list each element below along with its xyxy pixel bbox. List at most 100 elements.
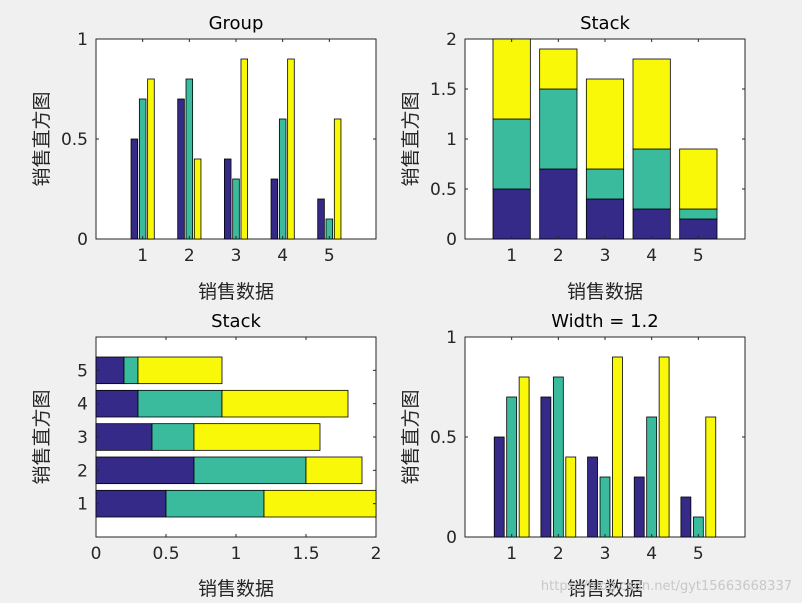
ytick-label-4-2: 0.5 [430, 428, 457, 448]
bar-p2-c4-s2 [632, 148, 671, 210]
bar-p4-c5-s1 [680, 496, 692, 538]
bar-p3-c4-s2 [137, 389, 223, 418]
bar-p2-c4-s1 [632, 208, 671, 240]
ytick-label-1-1: 0 [77, 230, 88, 250]
bar-p1-c3-s2 [232, 178, 240, 240]
xtick-label-1-3: 3 [231, 246, 242, 266]
xtick-label-4-3: 3 [600, 544, 611, 564]
ytick-label-2-2: 0.5 [430, 180, 457, 200]
axes-3: 0 0.5 1 1.5 2 1 2 3 4 5 [77, 336, 382, 564]
ylabel-3: 销售直方图 [31, 389, 53, 484]
xtick-label-1-5: 5 [324, 246, 335, 266]
xtick-label-4-4: 4 [646, 544, 657, 564]
axes-2: 1 2 3 4 5 0 0.5 1 1.5 2 [430, 30, 746, 266]
bar-p4-c1-s2 [506, 396, 518, 538]
xtick-label-2-5: 5 [693, 246, 704, 266]
bar-p1-c1-s1 [130, 138, 139, 240]
bar-p2-c1-s2 [492, 118, 531, 190]
plot-title-3: Stack [211, 311, 261, 332]
axes-1: 1 2 3 4 5 0 0.5 1 [61, 30, 377, 266]
bar-p4-c1-s3 [518, 376, 530, 538]
bar-p1-c2-s2 [185, 78, 194, 240]
plot-title-4: Width = 1.2 [551, 311, 658, 332]
bar-p4-c5-s3 [705, 416, 717, 538]
ytick-label-1-3: 1 [77, 30, 88, 50]
bar-p3-c5-s2 [123, 356, 139, 385]
bar-p3-c1-s2 [165, 489, 265, 518]
bar-p3-c2-s2 [193, 456, 307, 485]
bar-p4-c4-s3 [658, 356, 670, 538]
xtick-label-2-4: 4 [646, 246, 657, 266]
ytick-label-3-3: 3 [77, 428, 88, 448]
xtick-label-2-1: 1 [506, 246, 517, 266]
bar-p1-c4-s3 [287, 58, 295, 240]
bar-p3-c3-s1 [95, 423, 153, 451]
subplot-group: Group 销售数据 销售直方图 [31, 13, 274, 303]
ylabel-4: 销售直方图 [400, 389, 422, 484]
bar-p1-c2-s3 [193, 158, 202, 240]
bar-p2-c2-s1 [539, 168, 578, 240]
bar-p1-c1-s3 [147, 78, 155, 240]
xtick-label-4-5: 5 [693, 544, 704, 564]
bar-p1-c3-s1 [223, 158, 232, 240]
bar-p4-c4-s2 [646, 416, 658, 538]
xtick-label-2-3: 3 [600, 246, 611, 266]
xtick-label-1-2: 2 [184, 246, 195, 266]
ytick-label-3-1: 1 [77, 495, 88, 515]
bar-p4-c4-s1 [633, 476, 645, 538]
subplot-stack-horizontal: Stack 销售数据 销售直方图 [31, 311, 274, 600]
bar-p2-c4-s3 [632, 58, 671, 150]
xlabel-1: 销售数据 [198, 281, 274, 303]
ytick-label-4-1: 0 [446, 528, 457, 548]
plot-title-1: Group [209, 13, 264, 34]
bar-p1-c1-s2 [138, 98, 147, 240]
ytick-label-2-3: 1 [446, 130, 457, 150]
xlabel-4: 销售数据 [567, 578, 643, 600]
bar-p2-c5-s3 [679, 148, 718, 210]
axes-4: 1 2 3 4 5 0 0.5 1 [430, 328, 746, 564]
ylabel-1: 销售直方图 [31, 91, 53, 186]
plot-title-2: Stack [580, 13, 630, 34]
watermark: https://blog.csdn.net/gyt15663668337 [541, 579, 792, 594]
ytick-label-4-3: 1 [446, 328, 457, 348]
bar-p2-c2-s3 [539, 48, 578, 90]
bar-p1-c3-s3 [240, 58, 249, 240]
bar-p3-c4-s1 [95, 389, 139, 418]
bar-p3-c3-s3 [193, 423, 321, 451]
bar-p3-c1-s3 [263, 489, 377, 518]
xtick-label-2-2: 2 [553, 246, 564, 266]
subplot-stack-vertical: Stack 销售数据 销售直方图 [400, 13, 643, 303]
ytick-label-3-2: 2 [77, 461, 88, 481]
bar-p1-c5-s3 [333, 118, 342, 240]
bar-p2-c1-s1 [492, 188, 531, 240]
xtick-label-4-2: 2 [553, 544, 564, 564]
ytick-label-2-4: 1.5 [430, 80, 457, 100]
bar-p4-c3-s3 [612, 356, 623, 538]
bar-p2-c5-s2 [679, 208, 718, 220]
bar-p3-c5-s3 [137, 356, 223, 385]
bar-p4-c3-s1 [587, 456, 598, 538]
bar-p3-c2-s1 [95, 456, 195, 485]
xtick-label-4-1: 1 [506, 544, 517, 564]
bar-p3-c1-s1 [95, 489, 167, 518]
bar-p4-c2-s1 [540, 396, 552, 538]
xtick-label-3-5: 2 [371, 544, 382, 564]
bar-p2-c3-s2 [585, 168, 625, 200]
bar-p1-c2-s1 [177, 98, 185, 240]
bar-p1-c4-s1 [270, 178, 279, 240]
ytick-label-3-5: 5 [77, 361, 88, 381]
bar-p2-c1-s3 [492, 38, 531, 120]
xtick-label-1-1: 1 [137, 246, 148, 266]
bar-p4-c3-s2 [599, 476, 611, 538]
xlabel-3: 销售数据 [198, 578, 274, 600]
ytick-label-3-4: 4 [77, 395, 88, 415]
bar-p3-c5-s1 [95, 356, 125, 385]
xtick-label-3-4: 1.5 [292, 544, 319, 564]
ytick-label-1-2: 0.5 [61, 130, 88, 150]
bar-p4-c2-s2 [552, 376, 564, 538]
bar-p2-c3-s3 [585, 78, 625, 170]
bar-p1-c4-s2 [278, 118, 287, 240]
bar-p3-c3-s2 [151, 423, 195, 451]
bar-p2-c3-s1 [585, 198, 625, 240]
